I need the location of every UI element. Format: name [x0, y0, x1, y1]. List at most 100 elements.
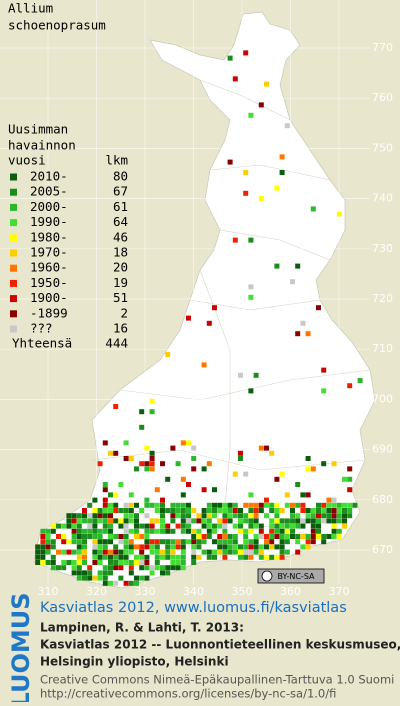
cell — [248, 508, 254, 513]
cell — [149, 502, 155, 508]
cell — [274, 513, 280, 519]
cell — [300, 508, 306, 513]
cell — [87, 565, 93, 571]
cell — [92, 560, 98, 565]
cell — [180, 518, 186, 524]
cell — [66, 513, 72, 519]
cell — [118, 518, 124, 524]
cell — [118, 560, 124, 565]
cell — [154, 508, 160, 513]
cell — [40, 544, 46, 550]
cell — [274, 544, 280, 550]
cell — [149, 398, 155, 404]
cell — [108, 560, 113, 565]
cell — [97, 528, 103, 534]
cell — [180, 523, 186, 529]
cell — [258, 523, 264, 529]
cell — [264, 539, 269, 545]
cell — [295, 539, 301, 545]
cell — [232, 237, 238, 243]
cell — [92, 518, 98, 524]
link[interactable]: Kasviatlas 2012, www.luomus.fi/kasviatla… — [40, 600, 347, 616]
cell — [227, 518, 233, 524]
cell — [300, 492, 306, 498]
cell — [97, 534, 103, 539]
cell — [92, 513, 98, 519]
cell — [92, 539, 98, 545]
cell — [253, 518, 259, 524]
cell — [217, 502, 223, 508]
cell — [336, 518, 342, 524]
cell — [87, 528, 93, 534]
cell — [227, 534, 233, 539]
cell — [102, 513, 108, 519]
cell — [243, 544, 249, 550]
cell — [248, 237, 254, 243]
cell — [310, 528, 316, 534]
cell — [212, 508, 217, 513]
cell — [336, 502, 342, 508]
cell — [274, 554, 280, 560]
cell — [305, 539, 311, 545]
cell — [217, 518, 223, 524]
badge-frame — [257, 568, 325, 584]
x-grid-label: 310 — [38, 585, 59, 598]
cell — [180, 502, 186, 508]
cell — [222, 549, 228, 555]
cell — [316, 513, 321, 519]
x-grid-label: 340 — [183, 585, 204, 598]
cell — [134, 528, 139, 534]
cell — [123, 502, 129, 508]
cell — [160, 523, 165, 529]
cell — [154, 554, 160, 560]
cell — [206, 320, 212, 326]
cell — [227, 55, 233, 61]
cell — [186, 513, 191, 519]
cell — [274, 508, 280, 513]
cell — [149, 450, 155, 456]
cell — [274, 523, 280, 529]
cell — [113, 565, 119, 571]
cell — [248, 112, 254, 118]
cell — [128, 492, 134, 498]
cell — [87, 570, 93, 576]
cell — [118, 575, 124, 581]
cell — [201, 539, 207, 545]
cell — [61, 523, 67, 529]
cell — [310, 518, 316, 524]
cell — [102, 580, 108, 586]
cell — [253, 372, 259, 378]
cell — [144, 466, 150, 472]
cell — [232, 549, 238, 555]
cell — [160, 497, 165, 503]
cell — [331, 461, 337, 467]
cell — [222, 508, 228, 513]
legend-swatch — [10, 173, 17, 181]
cell — [186, 508, 191, 513]
cell — [300, 502, 306, 508]
cell — [123, 554, 129, 560]
cell — [87, 575, 93, 581]
cell — [279, 549, 285, 555]
cell — [186, 539, 191, 545]
cell — [227, 544, 233, 550]
cell — [170, 445, 176, 451]
cell — [113, 580, 119, 586]
cell — [144, 534, 150, 539]
cell — [321, 388, 327, 394]
legend-column: vuosi — [8, 153, 46, 168]
cell — [269, 508, 275, 513]
cell — [243, 534, 249, 539]
cell — [71, 523, 77, 529]
cell — [217, 539, 223, 545]
cell — [139, 549, 145, 555]
cell — [238, 518, 243, 524]
cell — [160, 570, 165, 576]
cell — [149, 544, 155, 550]
cell — [227, 508, 233, 513]
cell — [139, 560, 145, 565]
cell — [92, 523, 98, 529]
cell — [92, 575, 98, 581]
cell — [217, 549, 223, 555]
cell — [97, 508, 103, 513]
